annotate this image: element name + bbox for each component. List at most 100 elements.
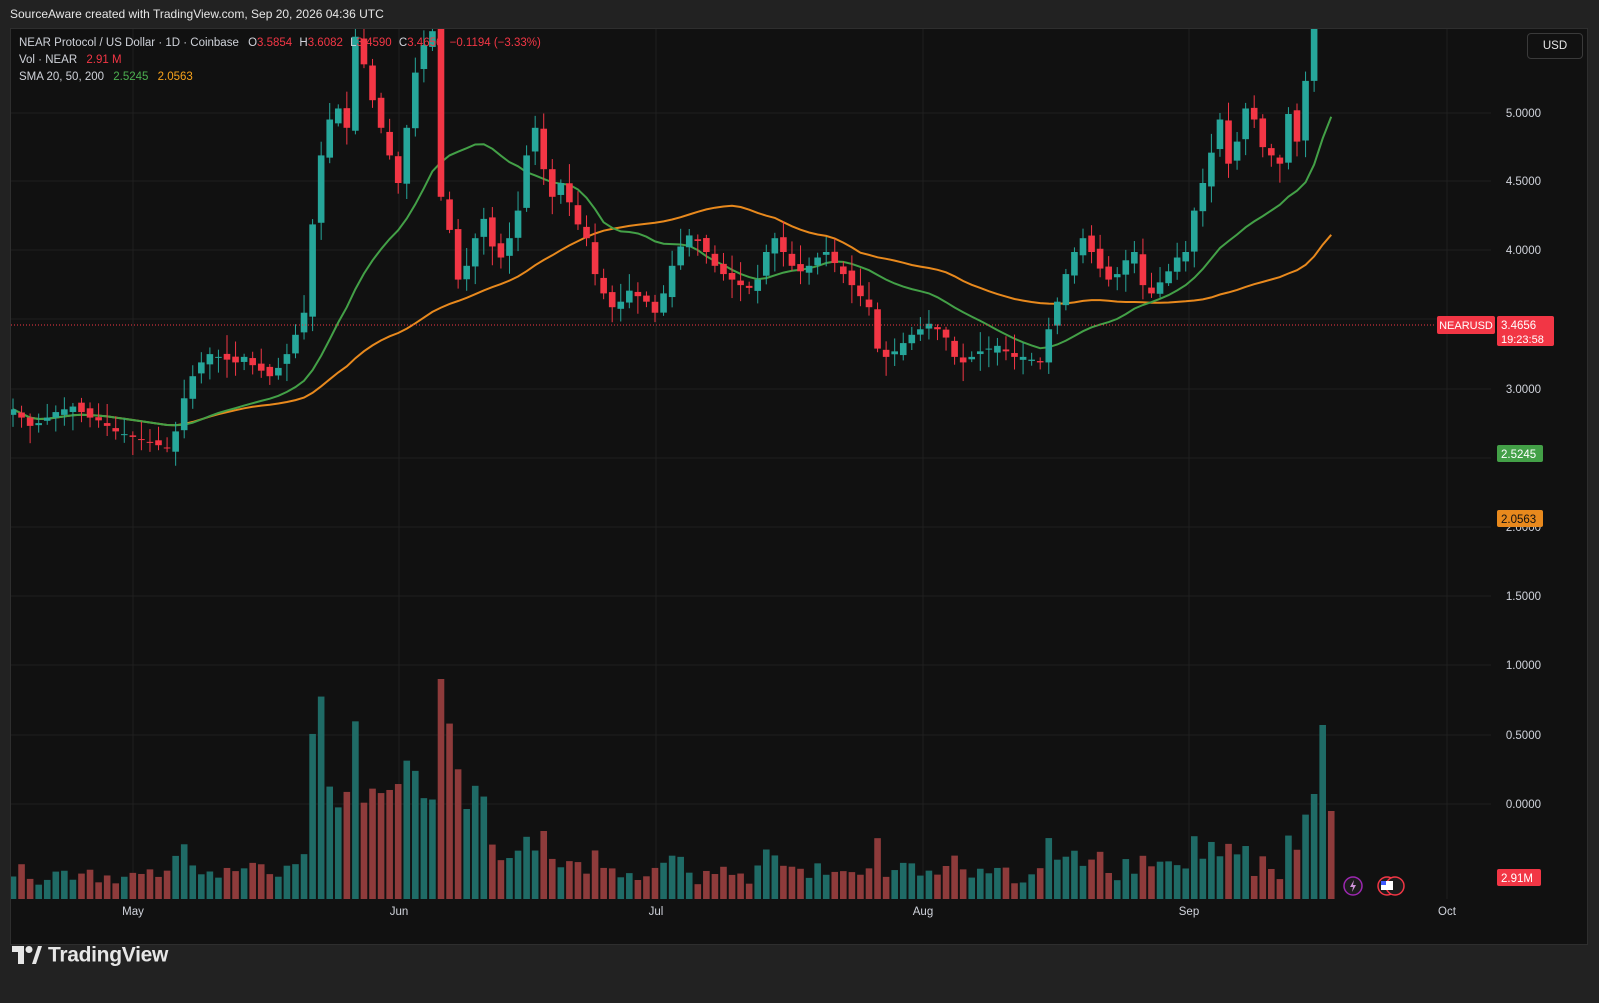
volume-bar [1327, 811, 1335, 899]
candle-body [874, 309, 881, 349]
candlesticks [11, 29, 1318, 466]
volume-bar [480, 796, 488, 899]
volume-bar [326, 786, 334, 899]
candle-body [138, 439, 145, 441]
candle-body [514, 210, 522, 238]
candle-body [69, 406, 77, 413]
candle-body [1285, 114, 1292, 163]
price-chart[interactable]: 5.00004.50004.00003.00002.00001.50001.00… [11, 29, 1588, 945]
time-axis: May Jun Jul Aug Sep Oct [122, 906, 1457, 918]
volume-bar [651, 867, 659, 899]
candle-body [1148, 287, 1155, 294]
candle-body [1139, 254, 1147, 286]
volume-bar [951, 855, 958, 899]
candle-body [497, 243, 505, 258]
candle-body [86, 408, 94, 418]
volume-bar [865, 868, 873, 899]
candle-body [240, 356, 248, 362]
volume-bar [1250, 875, 1258, 899]
candle-body [26, 417, 34, 426]
price-axis-tick-label: 5.0000 [1506, 108, 1541, 120]
candle-body [1165, 271, 1172, 284]
volume-bar [283, 865, 291, 899]
tradingview-logo-icon [12, 946, 42, 965]
volume-bar [634, 880, 642, 899]
volume-bar [352, 721, 359, 899]
sma50-tag-bg [1497, 510, 1543, 527]
volume-bar [1190, 836, 1198, 899]
time-axis-label: Jul [649, 906, 664, 918]
price-axis-tick-label: 0.0000 [1506, 799, 1541, 811]
candle-body [1131, 252, 1138, 264]
volume-bar [523, 836, 530, 899]
candle-body [206, 354, 214, 365]
ohlc-close-value: 3.4656 [407, 37, 443, 49]
candle-body [103, 423, 111, 426]
candle-body [189, 376, 197, 399]
volume-bar [403, 760, 411, 899]
candle-body [848, 270, 856, 286]
candle-body [703, 238, 710, 252]
candle-body [1182, 252, 1190, 262]
candle-body [275, 367, 282, 376]
volume-bar [540, 831, 548, 899]
volume-bar [1302, 814, 1309, 899]
candle-body [11, 409, 17, 415]
candle-body [805, 265, 813, 273]
chart-frame[interactable]: 5.0000 4.5000 4.0000 3.0000 2.0000 1.5000 1.00… [10, 28, 1588, 945]
candle-body [1216, 119, 1224, 150]
volume-legend-row[interactable]: Vol · NEAR 2.91 M [19, 52, 541, 69]
volume-bar [720, 866, 727, 899]
tradingview-logo[interactable]: TradingView [12, 943, 168, 967]
volume-bar [129, 872, 137, 899]
candle-body [18, 412, 25, 418]
symbol-row[interactable]: NEAR Protocol / US Dollar · 1D · Coinbas… [19, 35, 541, 52]
volume-bar [583, 873, 590, 899]
volume-bar [61, 870, 68, 899]
volume-bars [11, 679, 1335, 899]
candle-body [1028, 359, 1035, 361]
volume-bar [608, 868, 616, 899]
candle-body [899, 343, 907, 356]
lightning-glyph [1350, 880, 1356, 892]
volume-bar [626, 873, 633, 899]
ohlc-high-value: 3.6082 [307, 37, 343, 49]
candle-body [608, 292, 616, 308]
candle-body [643, 295, 650, 302]
candle-body [471, 238, 479, 267]
candle-body [292, 334, 299, 354]
candle-body [720, 263, 727, 275]
candle-body [583, 226, 590, 239]
volume-bar [1019, 882, 1027, 899]
sma-legend-row[interactable]: SMA 20, 50, 200 2.5245 2.0563 [19, 69, 541, 86]
volume-bar [86, 869, 94, 899]
candle-body [1088, 235, 1095, 252]
candle-body [1156, 282, 1164, 294]
volume-bar [360, 802, 368, 899]
candle-body [61, 409, 68, 415]
candle-body [1054, 301, 1061, 326]
candle-body [180, 398, 188, 431]
candle-body [266, 366, 274, 377]
volume-bar [1054, 859, 1061, 899]
volume-bar [694, 884, 702, 899]
volume-bar [35, 884, 42, 899]
candle-body [1173, 257, 1181, 272]
candle-body [317, 155, 325, 223]
volume-bar [771, 855, 779, 899]
volume-bar [908, 863, 916, 899]
volume-bar [386, 789, 393, 899]
candle-body [968, 356, 976, 360]
candle-body [771, 238, 779, 254]
price-axis-tick-label: 0.5000 [1506, 730, 1541, 742]
volume-bar [1071, 850, 1078, 899]
candle-body [959, 357, 967, 363]
candle-body [360, 38, 368, 65]
volume-tag-bg [1497, 869, 1541, 886]
currency-button[interactable]: USD [1527, 33, 1583, 59]
volume-bar [454, 769, 462, 899]
volume-bar [69, 879, 77, 899]
ohlc-open-label: O [248, 37, 258, 49]
candle-body [172, 431, 179, 452]
volume-bar [112, 883, 120, 899]
